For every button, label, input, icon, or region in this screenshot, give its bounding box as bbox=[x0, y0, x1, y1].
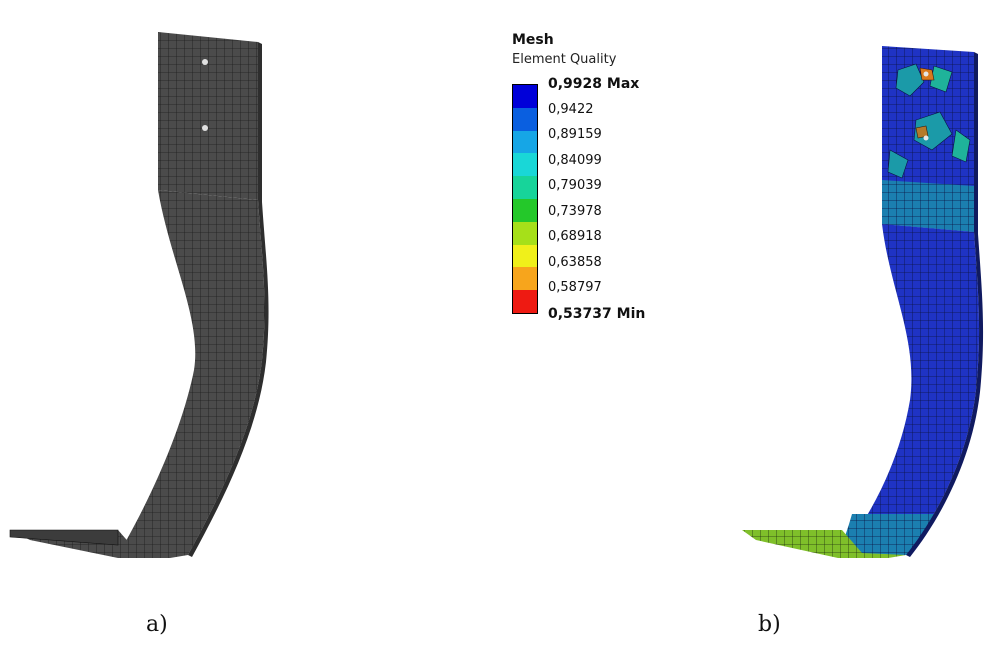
foot-edge bbox=[9, 529, 119, 546]
legend-subtitle: Element Quality bbox=[512, 52, 617, 67]
gray-mesh-model bbox=[0, 0, 300, 600]
color-band bbox=[513, 244, 537, 268]
legend-title: Mesh bbox=[512, 32, 554, 48]
color-band bbox=[513, 85, 537, 108]
upper-plate bbox=[158, 32, 258, 200]
colored-mesh-svg bbox=[742, 46, 984, 558]
legend-tick-label: 0,79039 bbox=[548, 178, 602, 193]
legend-tick-label: 0,68918 bbox=[548, 229, 602, 244]
result-curved-strip bbox=[838, 224, 980, 555]
legend-tick-label: 0,84099 bbox=[548, 153, 602, 168]
color-band bbox=[513, 153, 537, 177]
color-band bbox=[513, 267, 537, 291]
legend-tick-label: 0,63858 bbox=[548, 255, 602, 270]
result-edge-thickness bbox=[906, 52, 984, 557]
hole-upper bbox=[923, 71, 929, 77]
result-patch bbox=[913, 111, 953, 151]
result-teal-band bbox=[882, 180, 974, 232]
legend-tick-label: 0,9422 bbox=[548, 102, 594, 117]
caption-b: b) bbox=[758, 612, 781, 637]
color-band bbox=[513, 198, 537, 222]
legend-tick-label: 0,89159 bbox=[548, 127, 602, 142]
color-band bbox=[513, 107, 537, 131]
low-quality-patch bbox=[915, 125, 929, 139]
hole-lower bbox=[202, 125, 208, 131]
color-band bbox=[513, 221, 537, 245]
color-band bbox=[513, 176, 537, 199]
legend-min-label: 0,53737 Min bbox=[548, 306, 646, 322]
caption-a: a) bbox=[146, 612, 168, 637]
legend-tick-label: 0,73978 bbox=[548, 204, 602, 219]
colored-mesh-model bbox=[720, 0, 988, 600]
color-band bbox=[513, 290, 537, 313]
result-patch bbox=[895, 63, 925, 97]
color-band bbox=[513, 130, 537, 154]
legend-tick-label: 0,58797 bbox=[548, 280, 602, 295]
curved-strip bbox=[118, 190, 265, 555]
result-foot bbox=[742, 530, 906, 558]
hole-lower bbox=[923, 135, 929, 141]
quality-legend: Mesh Element Quality 0,9928 Max 0,9422 0… bbox=[512, 32, 682, 332]
hole-upper bbox=[202, 59, 208, 65]
result-patch bbox=[951, 129, 971, 163]
color-bar bbox=[512, 84, 538, 314]
gray-mesh-svg bbox=[9, 32, 269, 558]
edge-thickness bbox=[188, 42, 269, 557]
result-lower-teal-band bbox=[838, 514, 938, 555]
legend-max-label: 0,9928 Max bbox=[548, 76, 640, 92]
result-patch bbox=[887, 149, 909, 179]
